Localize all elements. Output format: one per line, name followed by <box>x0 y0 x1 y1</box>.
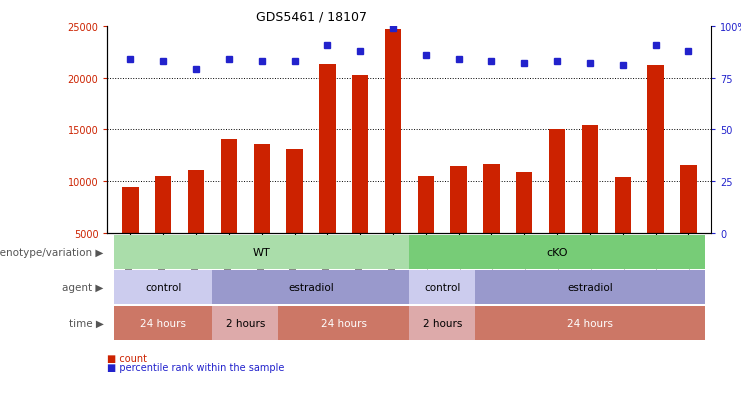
Bar <box>549 130 565 285</box>
Text: control: control <box>424 282 460 292</box>
Bar <box>352 75 368 285</box>
Text: cKO: cKO <box>546 247 568 257</box>
Bar <box>286 150 303 285</box>
Text: 24 hours: 24 hours <box>321 318 367 328</box>
Bar <box>451 166 467 285</box>
Bar <box>648 66 664 285</box>
Bar <box>188 170 205 285</box>
Text: 24 hours: 24 hours <box>567 318 613 328</box>
Text: WT: WT <box>253 247 270 257</box>
Text: time ▶: time ▶ <box>69 318 104 328</box>
Bar <box>319 65 336 285</box>
Bar <box>483 164 499 285</box>
Text: ■ count: ■ count <box>107 354 147 363</box>
Bar <box>418 177 434 285</box>
Text: control: control <box>145 282 182 292</box>
Bar <box>582 126 598 285</box>
Text: ■ percentile rank within the sample: ■ percentile rank within the sample <box>107 362 285 372</box>
Text: 2 hours: 2 hours <box>422 318 462 328</box>
Text: estradiol: estradiol <box>288 282 333 292</box>
Text: GDS5461 / 18107: GDS5461 / 18107 <box>256 10 367 23</box>
Text: genotype/variation ▶: genotype/variation ▶ <box>0 247 104 257</box>
Text: 24 hours: 24 hours <box>140 318 186 328</box>
Bar <box>253 145 270 285</box>
Bar <box>155 177 171 285</box>
Bar <box>122 188 139 285</box>
Bar <box>680 165 697 285</box>
Text: estradiol: estradiol <box>567 282 613 292</box>
Text: 2 hours: 2 hours <box>225 318 265 328</box>
Text: agent ▶: agent ▶ <box>62 282 104 292</box>
Bar <box>385 30 401 285</box>
Bar <box>516 173 533 285</box>
Bar <box>614 178 631 285</box>
Bar <box>221 140 237 285</box>
